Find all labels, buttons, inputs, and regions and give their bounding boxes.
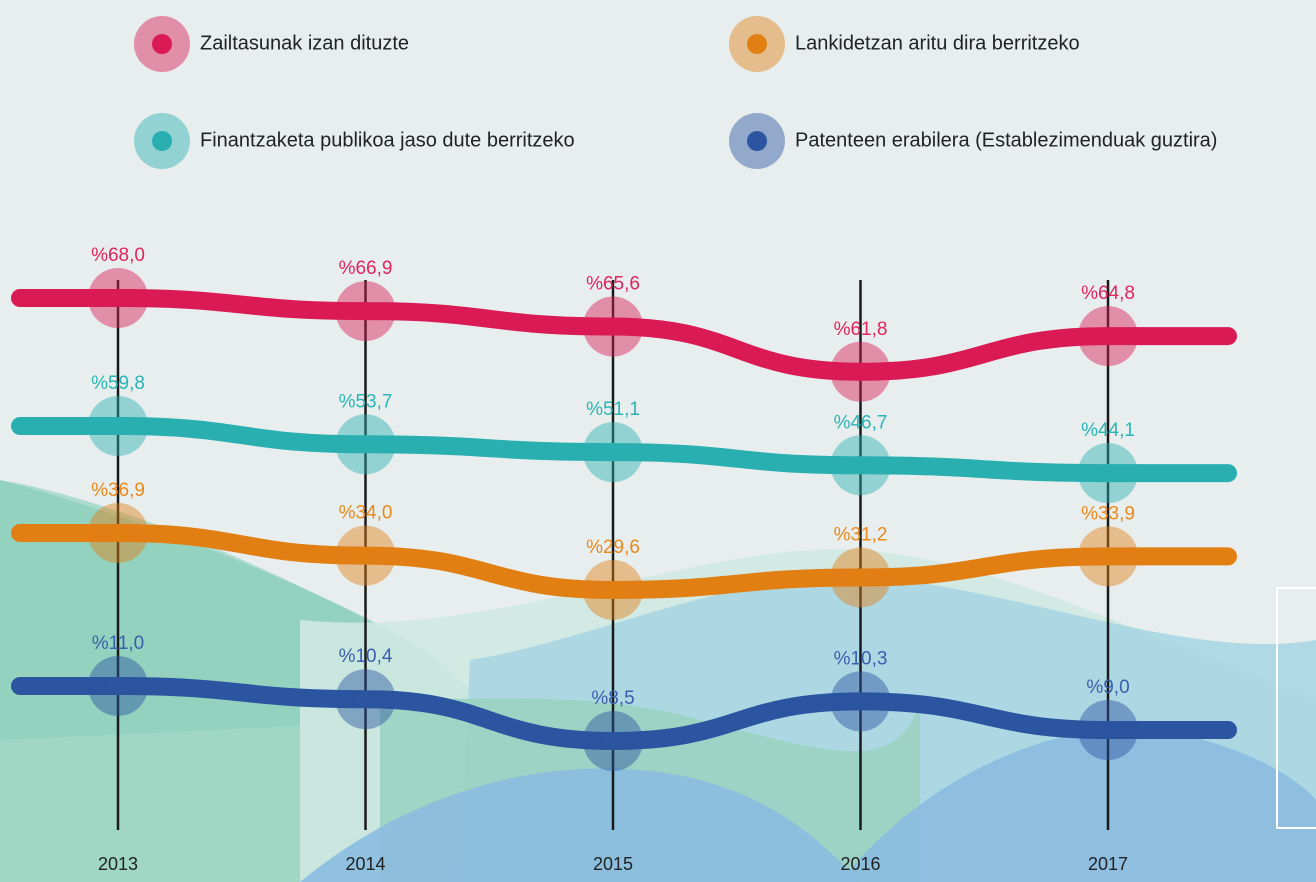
legend-label: Zailtasunak izan dituzte (200, 32, 409, 54)
point (357, 547, 375, 565)
point (1099, 721, 1117, 739)
value-label: %51,1 (586, 399, 640, 420)
value-label: %11,0 (92, 633, 144, 654)
value-label: %36,9 (91, 480, 145, 501)
point (357, 690, 375, 708)
value-label: %59,8 (91, 373, 145, 394)
point (1099, 547, 1117, 565)
legend-dot (152, 131, 172, 151)
value-label: %33,9 (1081, 503, 1135, 524)
legend-label: Finantzaketa publikoa jaso dute berritze… (200, 129, 575, 151)
point (604, 581, 622, 599)
point (109, 524, 127, 542)
point (109, 289, 127, 307)
legend-dot (152, 34, 172, 54)
value-label: %65,6 (586, 274, 640, 295)
x-tick-label: 2014 (345, 854, 385, 874)
value-label: %46,7 (834, 412, 888, 433)
point (1099, 464, 1117, 482)
point (109, 417, 127, 435)
legend-dot (747, 131, 767, 151)
point (604, 318, 622, 336)
value-label: %68,0 (91, 245, 145, 266)
point (852, 456, 870, 474)
x-tick-label: 2017 (1088, 854, 1128, 874)
value-label: %31,2 (834, 524, 888, 545)
page: %68,0 %66,9 %65,6 %61,8 %64,8 %36,9 %34,0 %29,6… (0, 0, 1316, 882)
value-label: %44,1 (1081, 420, 1135, 441)
value-label: %9,0 (1086, 677, 1129, 698)
legend-label: Patenteen erabilera (Establezimenduak gu… (795, 129, 1217, 151)
point (852, 363, 870, 381)
value-label: %29,6 (586, 537, 640, 558)
value-label: %66,9 (339, 258, 393, 279)
legend-label: Lankidetzan aritu dira berritzeko (795, 32, 1080, 54)
chart: %68,0 %66,9 %65,6 %61,8 %64,8 %36,9 %34,0 %29,6… (0, 0, 1316, 882)
value-label: %34,0 (339, 503, 393, 524)
value-label: %64,8 (1081, 283, 1135, 304)
value-label: %61,8 (834, 319, 888, 340)
point (604, 443, 622, 461)
point (109, 677, 127, 695)
value-label: %53,7 (339, 391, 393, 412)
point (604, 732, 622, 750)
value-label: %8,5 (591, 688, 634, 709)
point (357, 435, 375, 453)
value-label: %10,3 (834, 648, 888, 669)
point (852, 568, 870, 586)
point (852, 692, 870, 710)
x-tick-label: 2016 (840, 854, 880, 874)
x-tick-label: 2013 (98, 854, 138, 874)
point (1099, 327, 1117, 345)
x-tick-label: 2015 (593, 854, 633, 874)
value-label: %10,4 (339, 646, 393, 667)
point (357, 302, 375, 320)
legend-dot (747, 34, 767, 54)
